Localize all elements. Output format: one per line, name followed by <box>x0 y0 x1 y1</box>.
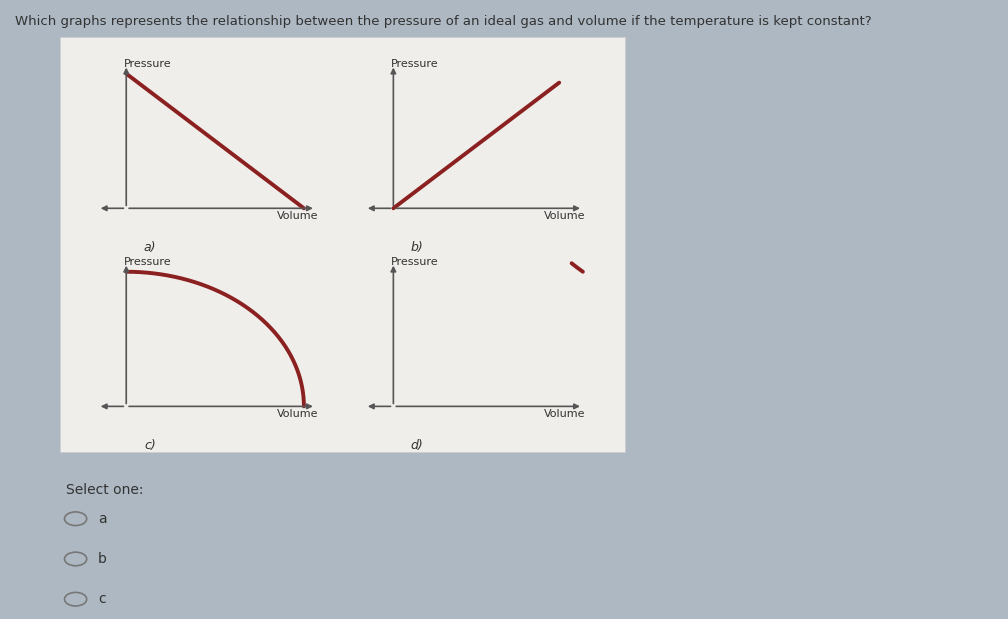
Text: Select one:: Select one: <box>66 483 143 497</box>
Text: Volume: Volume <box>276 409 319 419</box>
Text: a: a <box>98 512 107 526</box>
Text: Volume: Volume <box>543 409 586 419</box>
Text: Volume: Volume <box>276 211 319 221</box>
Text: Pressure: Pressure <box>124 258 171 267</box>
Text: Pressure: Pressure <box>391 258 438 267</box>
Text: b: b <box>98 552 107 566</box>
Text: c): c) <box>144 439 156 452</box>
Text: c: c <box>98 592 106 606</box>
Text: a): a) <box>144 241 156 254</box>
Text: b): b) <box>410 241 423 254</box>
Text: Pressure: Pressure <box>391 59 438 69</box>
Text: d): d) <box>410 439 423 452</box>
Text: Pressure: Pressure <box>124 59 171 69</box>
Text: Volume: Volume <box>543 211 586 221</box>
Text: Which graphs represents the relationship between the pressure of an ideal gas an: Which graphs represents the relationship… <box>15 15 872 28</box>
